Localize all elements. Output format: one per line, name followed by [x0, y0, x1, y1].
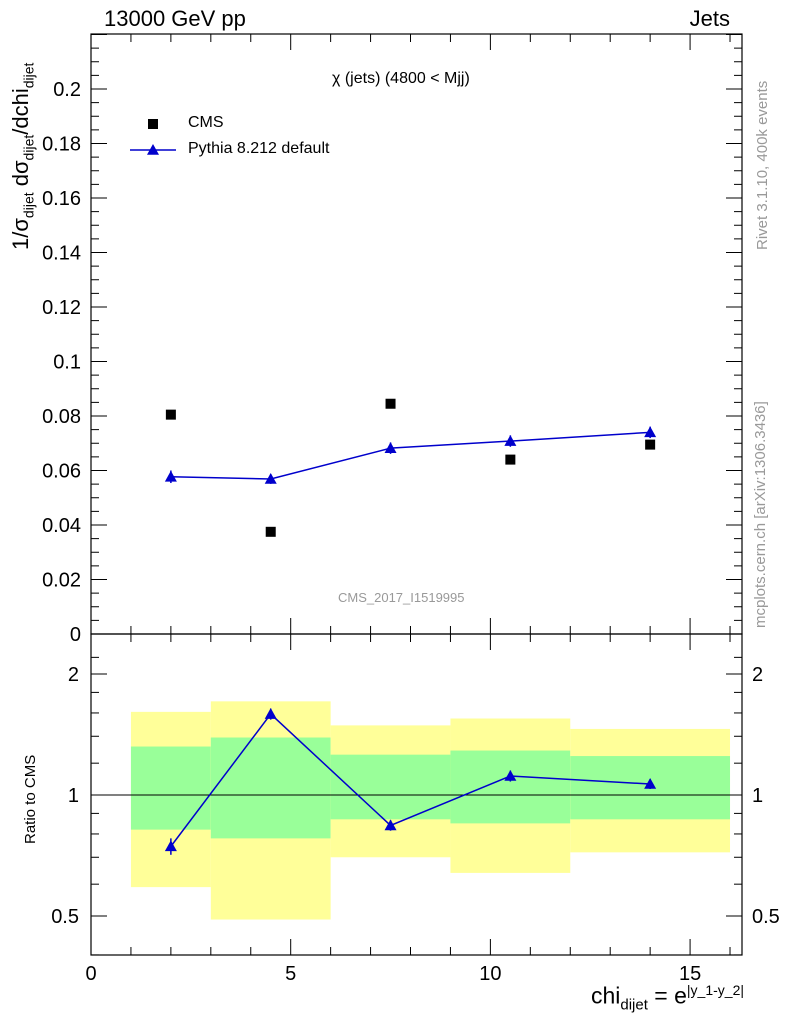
- main-y-tick-label: 0.1: [53, 352, 81, 374]
- main-y-tick-label: 0.02: [42, 570, 81, 592]
- mcplots-label: mcplots.cern.ch [arXiv:1306.3436]: [752, 401, 769, 628]
- ratio-point: [164, 840, 177, 852]
- pythia-point: [264, 472, 277, 484]
- main-y-tick-label: 0.2: [53, 79, 81, 101]
- legend: [130, 119, 176, 155]
- watermark: CMS_2017_I1519995: [338, 590, 465, 605]
- main-y-tick-label: 0.16: [42, 188, 81, 210]
- main-y-tick-label: 0.14: [42, 243, 81, 265]
- ratio-point: [504, 769, 517, 781]
- x-tick-label: 0: [85, 963, 96, 985]
- tick-labels: 0 0.02 0.04 0.06 0.08 0.1 0.12 0.14 0.16 0.18 0.2 0…: [42, 79, 780, 985]
- ratio-y-tick-label: 0.5: [51, 906, 79, 928]
- ratio-y-tick-label-right: 2: [752, 664, 763, 686]
- ratio-y-tick-label-right: 1: [752, 785, 763, 807]
- band-inner-3: [450, 750, 571, 824]
- band-inner-1: [210, 737, 331, 839]
- cms-point: [165, 409, 176, 420]
- ratio-point: [384, 819, 397, 831]
- legend-pythia-marker: [147, 144, 159, 155]
- main-y-tick-label: 0.12: [42, 297, 81, 319]
- legend-pythia-label: Pythia 8.212 default: [188, 140, 330, 157]
- header-left: 13000 GeV pp: [104, 6, 246, 31]
- x-axis-label: chidijet = e|y_1-y_2|: [590, 982, 744, 1014]
- main-y-tick-label: 0.08: [42, 406, 81, 428]
- pythia-point: [164, 470, 177, 482]
- data-marks: [164, 398, 657, 855]
- ratio-y-axis-label: Ratio to CMS: [22, 754, 39, 844]
- pythia-point: [384, 442, 397, 453]
- main-y-tick-label: 0.06: [42, 461, 81, 483]
- ratio-bands: [91, 701, 742, 920]
- chart-title: χ (jets) (4800 < Mjj): [332, 70, 470, 88]
- ratio-point: [644, 778, 657, 789]
- rivet-label: Rivet 3.1.10, 400k events: [754, 80, 771, 250]
- legend-cms-label: CMS: [188, 114, 224, 131]
- band-inner-0: [130, 746, 211, 830]
- cms-point: [645, 439, 656, 450]
- cms-point: [505, 454, 516, 465]
- header-right: Jets: [689, 6, 730, 31]
- ratio-y-tick-label-right: 0.5: [752, 906, 780, 928]
- cms-point: [385, 398, 396, 409]
- cms-point: [265, 526, 276, 537]
- x-tick-label: 5: [285, 963, 296, 985]
- pythia-point: [504, 435, 517, 446]
- x-tick-label: 10: [479, 963, 501, 985]
- axis-ticks: [90, 34, 742, 956]
- main-y-tick-label: 0: [70, 624, 81, 646]
- main-y-axis-label: 1/σdijet dσdijet/dchidijet: [8, 62, 37, 250]
- ratio-y-tick-label: 1: [68, 785, 79, 807]
- legend-cms-marker: [148, 119, 158, 129]
- ratio-point: [264, 708, 277, 719]
- pythia-line: [170, 431, 651, 480]
- ratio-y-tick-label: 2: [68, 664, 79, 686]
- chart-title-text: χ (jets) (4800 < Mjj): [332, 70, 470, 87]
- pythia-point: [644, 426, 657, 438]
- main-y-tick-label: 0.18: [42, 134, 81, 156]
- x-tick-label: 15: [679, 963, 701, 985]
- main-y-tick-label: 0.04: [42, 515, 81, 537]
